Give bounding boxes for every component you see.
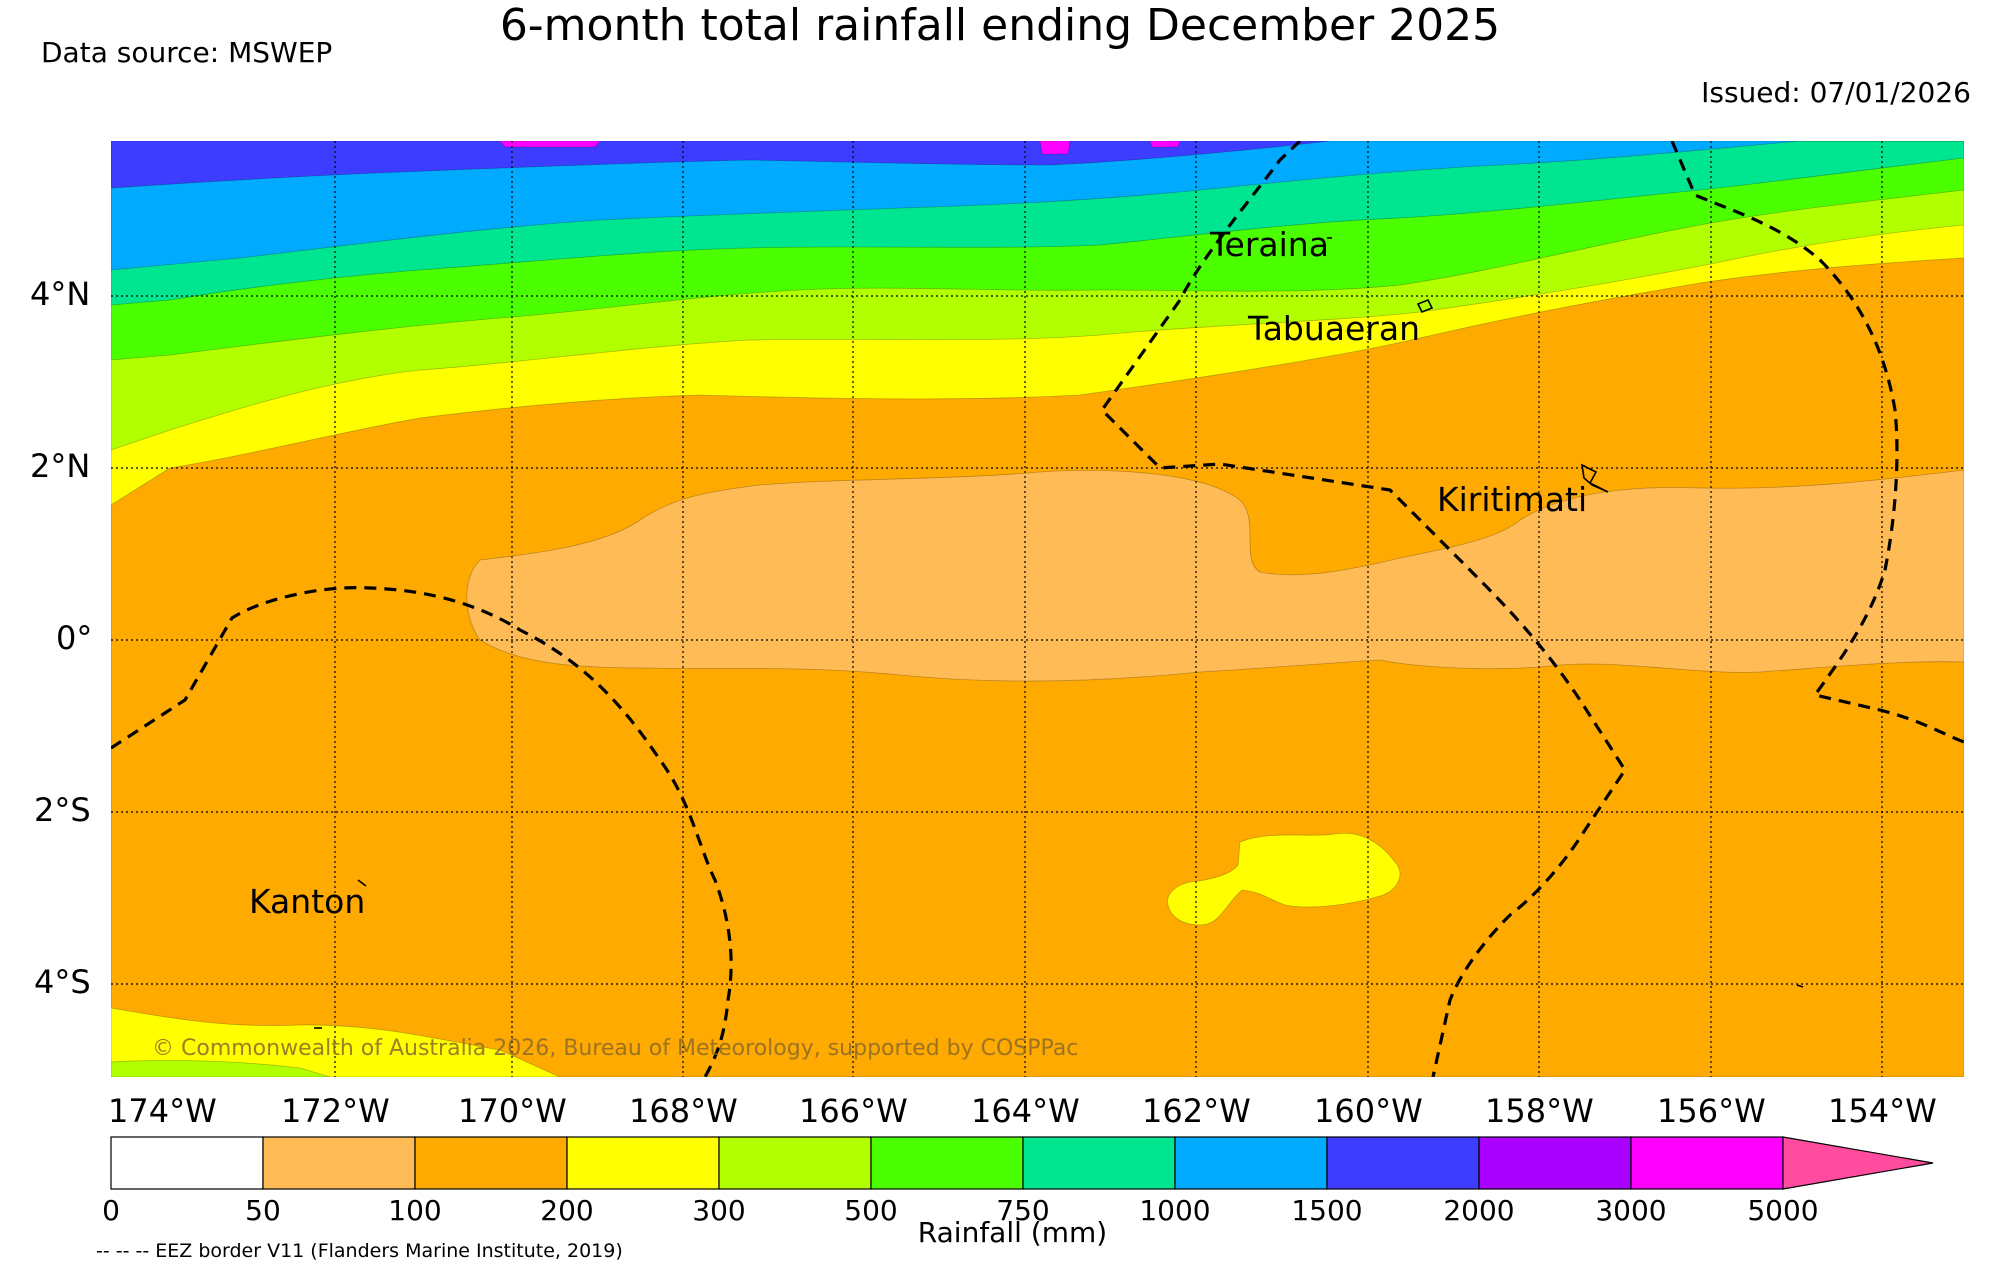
colorbar-tick-label: 3000 bbox=[1595, 1194, 1667, 1227]
colorbar-tick-label: 2000 bbox=[1443, 1194, 1515, 1227]
place-label-teraina: Teraina bbox=[1210, 225, 1329, 264]
place-label-tabuaeran: Tabuaeran bbox=[1248, 309, 1421, 348]
colorbar-tick-label: 5000 bbox=[1747, 1194, 1819, 1227]
lat-label-4N: 4°N bbox=[30, 275, 91, 313]
eez-border-note: -- -- -- EEZ border V11 (Flanders Marine… bbox=[96, 1240, 623, 1262]
colorbar-tick-label: 0 bbox=[102, 1194, 120, 1227]
colorbar-tick-label: 750 bbox=[996, 1194, 1050, 1227]
colorbar-tick-label: 50 bbox=[245, 1194, 281, 1227]
rain-band-1000-1500 bbox=[111, 141, 1964, 271]
issued-date: Issued: 07/01/2026 bbox=[1701, 76, 1971, 109]
colorbar-title: Rainfall (mm) bbox=[917, 1216, 1108, 1249]
colorbar-tick-label: 1000 bbox=[1139, 1194, 1211, 1227]
colorbar bbox=[110, 1136, 1934, 1190]
colorbar-tick-label: 500 bbox=[844, 1194, 898, 1227]
colorbar-swatch bbox=[1174, 1136, 1328, 1190]
colorbar-swatch bbox=[566, 1136, 720, 1190]
colorbar-tick-label: 300 bbox=[692, 1194, 746, 1227]
colorbar-swatch bbox=[110, 1136, 264, 1190]
lon-label-162W: 162°W bbox=[1142, 1092, 1251, 1130]
rain-band-300-500-southwest bbox=[111, 1059, 331, 1077]
colorbar-extend-arrow bbox=[1782, 1136, 1934, 1190]
colorbar-swatch bbox=[1326, 1136, 1480, 1190]
place-label-kiritimati: Kiritimati bbox=[1437, 480, 1588, 519]
data-source: Data source: MSWEP bbox=[41, 36, 333, 69]
rain-band-200-300-south-patch bbox=[1167, 832, 1401, 926]
graticule bbox=[111, 141, 1964, 1077]
colorbar-swatch bbox=[870, 1136, 1024, 1190]
colorbar-swatch bbox=[1630, 1136, 1784, 1190]
rain-band-3000-5000 bbox=[499, 141, 1181, 155]
lon-label-168W: 168°W bbox=[629, 1092, 738, 1130]
lat-label-2S: 2°S bbox=[34, 791, 91, 829]
lat-label-equator: 0° bbox=[56, 619, 93, 657]
lon-label-158W: 158°W bbox=[1485, 1092, 1594, 1130]
lon-label-154W: 154°W bbox=[1828, 1092, 1937, 1130]
lon-label-172W: 172°W bbox=[281, 1092, 390, 1130]
colorbar-swatch bbox=[262, 1136, 416, 1190]
colorbar-swatch bbox=[1478, 1136, 1632, 1190]
colorbar-tick-label: 200 bbox=[540, 1194, 594, 1227]
colorbar-tick-label: 100 bbox=[388, 1194, 442, 1227]
map-title: 6-month total rainfall ending December 2… bbox=[499, 0, 1501, 51]
colorbar-tick-label: 1500 bbox=[1291, 1194, 1363, 1227]
lon-label-160W: 160°W bbox=[1314, 1092, 1423, 1130]
rain-band-50-100 bbox=[466, 469, 1964, 682]
lat-label-4S: 4°S bbox=[34, 963, 91, 1001]
lon-label-164W: 164°W bbox=[971, 1092, 1080, 1130]
copyright-notice: © Commonwealth of Australia 2026, Bureau… bbox=[152, 1036, 1079, 1061]
rainfall-field bbox=[111, 141, 1964, 1077]
place-label-kanton: Kanton bbox=[249, 882, 366, 921]
lon-label-174W: 174°W bbox=[108, 1092, 217, 1130]
lat-label-2N: 2°N bbox=[30, 447, 91, 485]
eez-borders bbox=[111, 141, 1964, 1077]
colorbar-swatch bbox=[414, 1136, 568, 1190]
colorbar-swatch bbox=[718, 1136, 872, 1190]
colorbar-swatch bbox=[1022, 1136, 1176, 1190]
lon-label-170W: 170°W bbox=[458, 1092, 567, 1130]
lon-label-166W: 166°W bbox=[799, 1092, 908, 1130]
island-outlines bbox=[314, 237, 1804, 1029]
lon-label-156W: 156°W bbox=[1657, 1092, 1766, 1130]
